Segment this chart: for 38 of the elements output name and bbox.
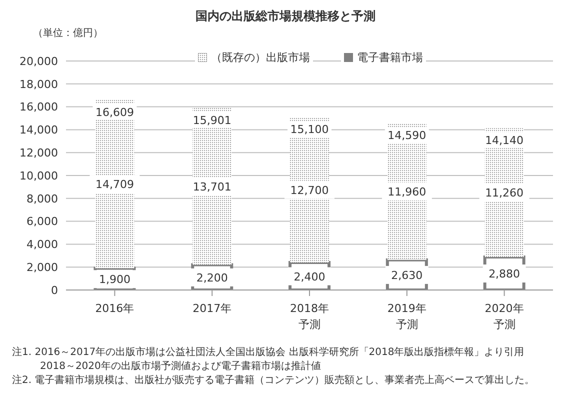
data-label: 12,700 [290,184,329,197]
total-label: 15,100 [290,123,329,136]
data-label: 1,900 [98,273,130,286]
y-tick-label: 4,000 [26,238,58,252]
y-tick-label: 16,000 [20,100,58,114]
x-tick-label: 2019年予測 [387,302,426,331]
legend-label: 電子書籍市場 [341,50,426,65]
chart-title: 国内の出版総市場規模推移と予測 [194,8,376,25]
text: 注2. 電子書籍市場規模は、出版社が販売する電子書籍（コンテンツ）販売額とし、事業者売上高ベースで算出した。 [11,374,536,388]
total-label: 15,901 [192,114,232,127]
y-tick-label: 10,000 [20,169,58,182]
data-label: 13,701 [192,180,232,194]
total-label: 16,609 [95,106,134,119]
data-label: 2,880 [488,268,520,281]
y-tick-label: 2,000 [26,261,58,274]
y-axis-title: （単位：億円） [33,26,104,40]
y-tick-label: 0 [51,284,58,297]
text: 注1. 2016～2017年の出版市場は公益社団法人全国出版協会 出版科学研究所「2018年版出版指標年報」より引用 [11,346,526,360]
total-label: 14,590 [388,128,426,142]
data-label: 2,400 [294,270,326,284]
y-tick-label: 6,000 [26,215,58,228]
text: 2018～2020年の出版市場予測値および電子書籍市場は推計値 [39,360,322,374]
y-tick-label: 14,000 [20,124,58,137]
y-tick-label: 12,000 [20,146,58,160]
data-label: 11,260 [485,186,524,200]
data-label: 14,709 [95,178,134,192]
legend-label: （既存の）出版市場 [195,50,313,65]
x-tick-label: 2017年 [192,302,232,315]
x-tick-label: 2016年 [95,302,134,315]
y-tick-label: 20,000 [20,54,58,68]
x-tick-label: 2018年予測 [290,302,329,331]
data-label: 2,200 [196,271,228,284]
y-tick-label: 8,000 [26,192,58,206]
data-label: 11,960 [388,185,426,198]
y-tick-label: 18,000 [20,78,58,91]
total-label: 14,140 [485,134,524,148]
data-label: 2,630 [391,268,423,282]
x-tick-label: 2020年予測 [484,302,524,331]
